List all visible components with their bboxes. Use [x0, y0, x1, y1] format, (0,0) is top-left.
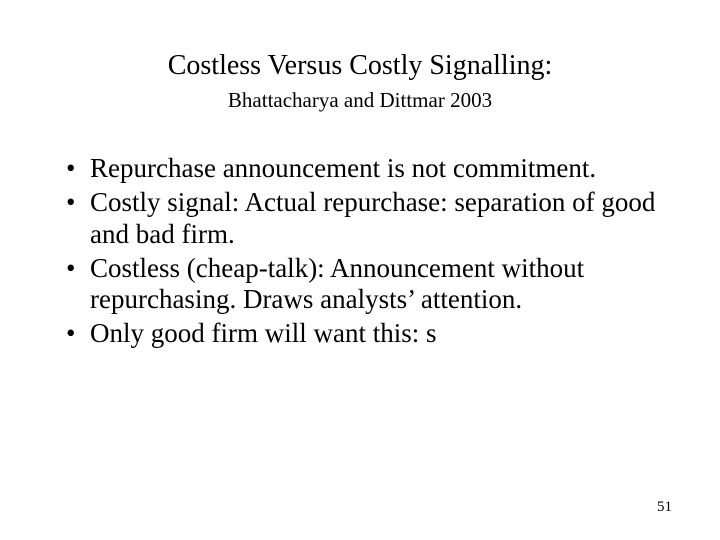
slide-container: Costless Versus Costly Signalling: Bhatt… [0, 0, 720, 540]
bullet-item: Repurchase announcement is not commitmen… [60, 153, 660, 185]
bullet-list: Repurchase announcement is not commitmen… [60, 153, 660, 350]
slide-subtitle: Bhattacharya and Dittmar 2003 [60, 88, 660, 113]
slide-title: Costless Versus Costly Signalling: [60, 50, 660, 82]
page-number: 51 [657, 499, 672, 516]
bullet-item: Costly signal: Actual repurchase: separa… [60, 187, 660, 251]
bullet-item: Costless (cheap-talk): Announcement with… [60, 253, 660, 317]
bullet-item: Only good firm will want this: s [60, 318, 660, 350]
